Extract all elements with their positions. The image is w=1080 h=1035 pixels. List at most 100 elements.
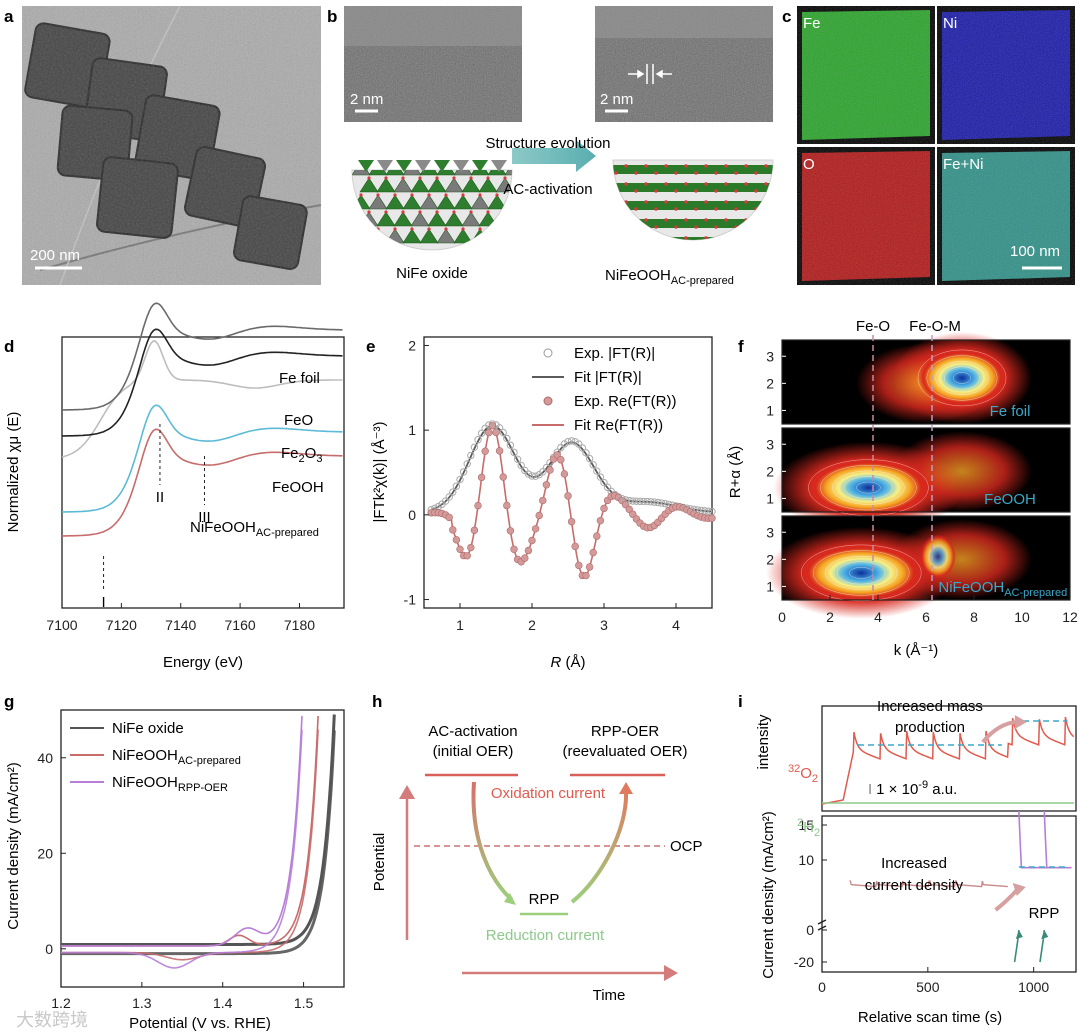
oxygen-atom <box>461 227 465 231</box>
oxygen-atom <box>367 210 371 214</box>
exp-mag-point <box>517 461 525 470</box>
i-bottom-ylabel: Current density (mA/cm²) <box>760 811 777 979</box>
rpp-arrow-0 <box>1015 930 1023 939</box>
polyhedron <box>410 177 430 193</box>
top-polyhedron <box>434 160 450 172</box>
oxygen-atom <box>367 176 371 180</box>
oxygen-atom <box>393 193 397 197</box>
exp-mag-point <box>585 454 594 463</box>
axes-g <box>60 709 345 988</box>
exp-mag-point <box>495 424 504 432</box>
oxygen-atom <box>614 207 618 211</box>
exp-mag-point <box>467 451 475 460</box>
panel-h: h Potential Time AC-activation (initial … <box>371 692 703 1004</box>
polyhedron <box>393 211 413 227</box>
f-ytick-label: 2 <box>766 375 774 391</box>
exp-re-point <box>452 536 461 544</box>
i-ytick-label: 10 <box>798 852 814 868</box>
wt-contour <box>844 476 893 500</box>
legend-e-3: Fit Re(FT(R)) <box>574 417 663 434</box>
layer <box>613 219 773 228</box>
exp-mag-point <box>625 496 633 505</box>
oxygen-atom <box>744 182 748 186</box>
e-ytick-label: 2 <box>408 337 416 353</box>
exp-mag-point <box>639 497 648 506</box>
wt-contour <box>800 544 922 602</box>
oxygen-atom <box>754 189 758 193</box>
oxygen-atom <box>674 189 678 193</box>
d-label-fe2o3: Fe2O3 <box>281 445 322 465</box>
exp-mag-point <box>654 498 662 507</box>
exp-mag-point <box>701 507 709 515</box>
panel-label-h: h <box>372 692 382 711</box>
wt-contour <box>917 349 1007 407</box>
oxygen-atom <box>714 225 718 229</box>
oxygen-atom <box>634 207 638 211</box>
panel-g: g 1.2 1.3 1.4 1.5 0 20 40 NiFe oxide NiFeOOHAC-… <box>4 692 345 1032</box>
eds-noise <box>797 6 935 144</box>
d-label-nifeooh: NiFeOOHAC-prepared <box>190 519 319 539</box>
oxygen-atom <box>410 193 414 197</box>
oxygen-atom <box>624 218 628 222</box>
panel-c: c Fe Ni O Fe+Ni 100 nm <box>782 6 1075 285</box>
exp-re-point <box>596 516 605 525</box>
polyhedron <box>495 177 512 193</box>
oxygen-atom <box>734 189 738 193</box>
e-xtick-label: 3 <box>600 617 608 633</box>
exp-re-point <box>463 552 471 560</box>
oxygen-atom <box>654 225 658 229</box>
f-ytick-label: 1 <box>766 402 774 418</box>
exp-mag-point <box>596 473 605 481</box>
eds-noise <box>797 147 935 285</box>
layer <box>613 237 773 240</box>
exp-re-point <box>600 504 608 513</box>
polyhedron <box>444 211 464 227</box>
exp-re-point <box>589 548 597 557</box>
oxygen-atom <box>469 176 473 180</box>
polyhedron <box>368 170 388 176</box>
oxygen-atom <box>714 189 718 193</box>
pol-forward-1 <box>61 715 319 947</box>
wt-contour <box>944 366 980 390</box>
panel-label-a: a <box>4 7 14 26</box>
nife-oxide-label: NiFe oxide <box>396 265 468 282</box>
exp-mag-point <box>463 460 471 468</box>
e-xlabel: R (Å) <box>550 654 585 671</box>
oxygen-atom <box>495 227 499 231</box>
exp-mag-point <box>643 497 651 506</box>
i-annot-top-1: Increased mass <box>877 698 983 715</box>
exp-mag-point <box>578 444 587 452</box>
wt-peak-2 <box>801 544 922 601</box>
exp-re-point <box>495 447 504 455</box>
oxygen-atom <box>393 159 396 162</box>
exp-re-point <box>625 505 633 514</box>
legend-e-0: Exp. |FT(R)| <box>574 345 655 362</box>
nifeooh-structure <box>612 159 774 246</box>
oxygen-atom <box>694 243 697 246</box>
legend-exp-re-icon <box>543 396 553 406</box>
oxygen-atom <box>644 164 648 168</box>
layer <box>613 183 773 192</box>
exp-re-point <box>506 527 515 535</box>
axes-i-top <box>821 705 1077 812</box>
axis-break-icon <box>817 919 827 931</box>
g-xlabel: Potential (V vs. RHE) <box>129 1015 271 1032</box>
panel-label-e: e <box>366 337 375 356</box>
exp-re-point <box>535 511 543 520</box>
polyhedron <box>402 228 422 244</box>
rpp-arrow-1 <box>1041 930 1049 939</box>
polyhedron <box>376 211 396 227</box>
polyhedron <box>513 212 531 226</box>
oxygen-atom <box>664 164 668 168</box>
f-ytick-label: 3 <box>766 348 774 364</box>
polyhedron <box>352 170 371 176</box>
legend-e-1: Fit |FT(R)| <box>574 369 642 386</box>
oxygen-atom <box>744 236 748 240</box>
polyhedron <box>504 228 512 244</box>
top-polyhedron <box>377 160 393 172</box>
oxygen-atom <box>469 210 473 214</box>
panel-label-b: b <box>327 7 337 26</box>
exp-re-point <box>521 554 529 562</box>
oxygen-atom <box>359 193 363 197</box>
